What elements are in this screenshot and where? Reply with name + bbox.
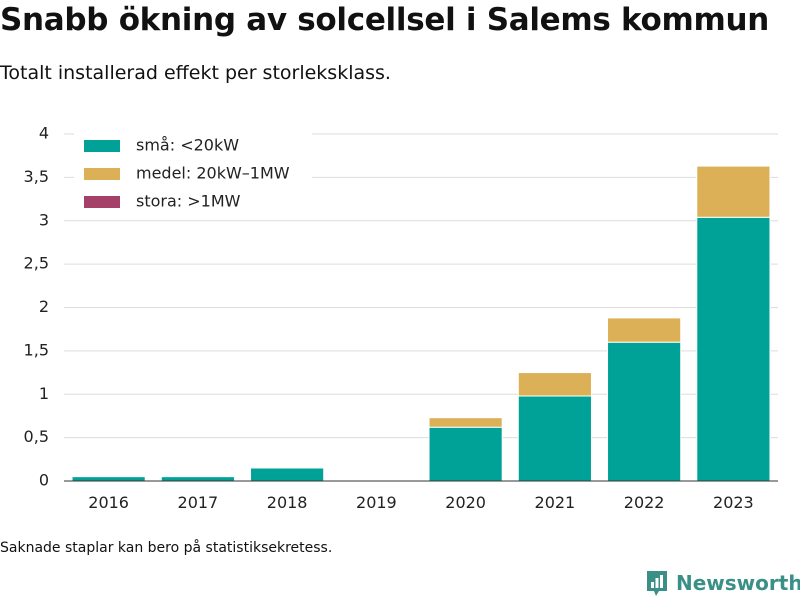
bar-segment [517, 395, 592, 482]
y-tick-label: 2 [39, 297, 49, 316]
y-tick-label: 2,5 [24, 254, 49, 273]
y-tick-label: 3 [39, 210, 49, 229]
y-tick-label: 1 [39, 384, 49, 403]
bar-segment [160, 476, 235, 482]
brand-logo: Newsworthy [645, 568, 800, 598]
legend-items: små: <20kW medel: 20kW–1MW stora: >1MW [84, 136, 290, 211]
x-tick-label: 2022 [624, 493, 665, 512]
chart-title: Snabb ökning av solcellsel i Salems komm… [0, 2, 770, 38]
stacked-bar-chart: 00,511,522,533,54 2016 2017 2018 2019 2020 20… [24, 124, 778, 512]
x-tick-label: 2021 [535, 493, 576, 512]
legend-label: stora: >1MW [136, 192, 241, 211]
footnote: Saknade staplar kan bero på statistiksek… [0, 540, 333, 556]
bar-segment [517, 372, 592, 397]
x-axis-ticks: 2016 2017 2018 2019 2020 2021 2022 2023 [88, 493, 753, 512]
bar-segment [250, 467, 325, 482]
bar-segment [696, 216, 771, 482]
y-tick-label: 0,5 [24, 427, 49, 446]
y-tick-label: 3,5 [24, 167, 49, 186]
bar-segment [607, 317, 682, 343]
chart-subtitle: Totalt installerad effekt per storlekskl… [0, 62, 391, 84]
legend-swatch [84, 140, 120, 152]
bar-segment [428, 417, 503, 428]
bars [71, 165, 771, 482]
y-tick-label: 1,5 [24, 340, 49, 359]
legend-label: medel: 20kW–1MW [136, 164, 290, 183]
x-tick-label: 2023 [713, 493, 754, 512]
legend: små: <20kW medel: 20kW–1MW stora: >1MW [74, 128, 312, 220]
bar-segment [607, 341, 682, 482]
y-tick-label: 0 [39, 471, 49, 490]
x-tick-label: 2020 [445, 493, 486, 512]
bar-segment [696, 165, 771, 218]
x-tick-label: 2017 [178, 493, 219, 512]
x-tick-label: 2018 [267, 493, 308, 512]
bar-segment [71, 476, 146, 482]
y-axis-ticks: 0 0,5 1 1,5 2 2,5 3 3,5 4 [24, 124, 49, 490]
legend-swatch [84, 196, 120, 208]
brand-name: Newsworthy [676, 571, 800, 595]
x-tick-label: 2016 [88, 493, 129, 512]
bar-chart-logo-icon [647, 571, 667, 596]
bar-segment [428, 426, 503, 482]
x-tick-label: 2019 [356, 493, 397, 512]
y-tick-label: 4 [39, 124, 49, 143]
legend-label: små: <20kW [136, 136, 239, 155]
legend-swatch [84, 168, 120, 180]
